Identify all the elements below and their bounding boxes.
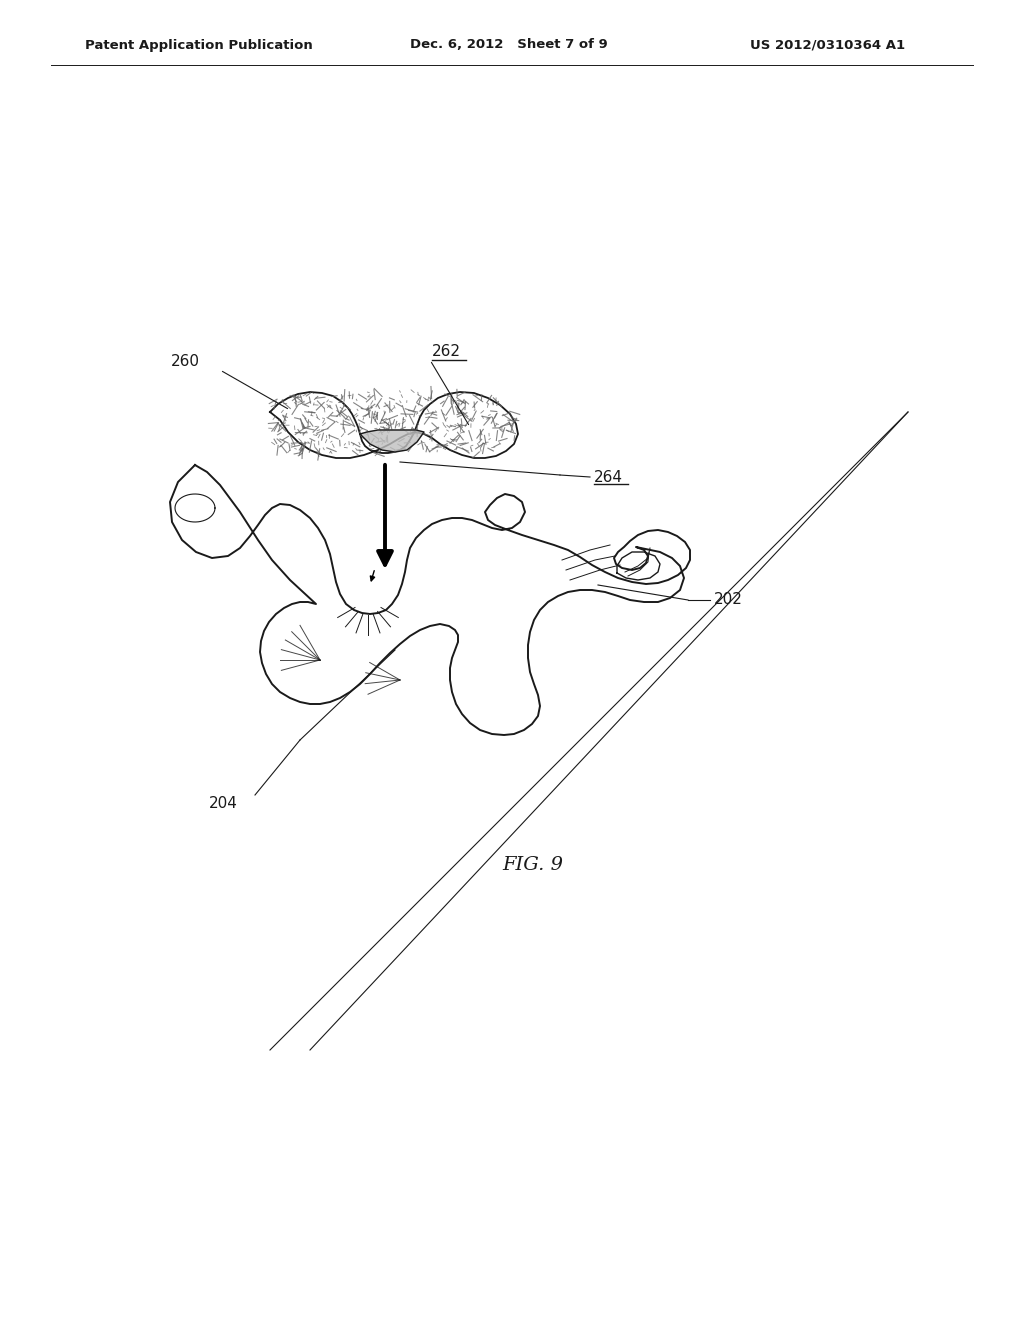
Text: 202: 202 [714, 593, 742, 607]
Text: 262: 262 [432, 345, 461, 359]
Text: Dec. 6, 2012   Sheet 7 of 9: Dec. 6, 2012 Sheet 7 of 9 [410, 38, 608, 51]
Text: US 2012/0310364 A1: US 2012/0310364 A1 [750, 38, 905, 51]
Text: 204: 204 [209, 796, 238, 812]
Text: Patent Application Publication: Patent Application Publication [85, 38, 312, 51]
Polygon shape [360, 430, 424, 451]
Text: FIG. 9: FIG. 9 [502, 855, 563, 874]
Text: 260: 260 [171, 355, 200, 370]
Text: 264: 264 [594, 470, 623, 484]
